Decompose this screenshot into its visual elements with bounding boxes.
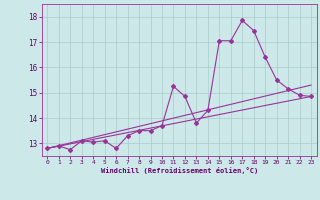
X-axis label: Windchill (Refroidissement éolien,°C): Windchill (Refroidissement éolien,°C) xyxy=(100,167,258,174)
